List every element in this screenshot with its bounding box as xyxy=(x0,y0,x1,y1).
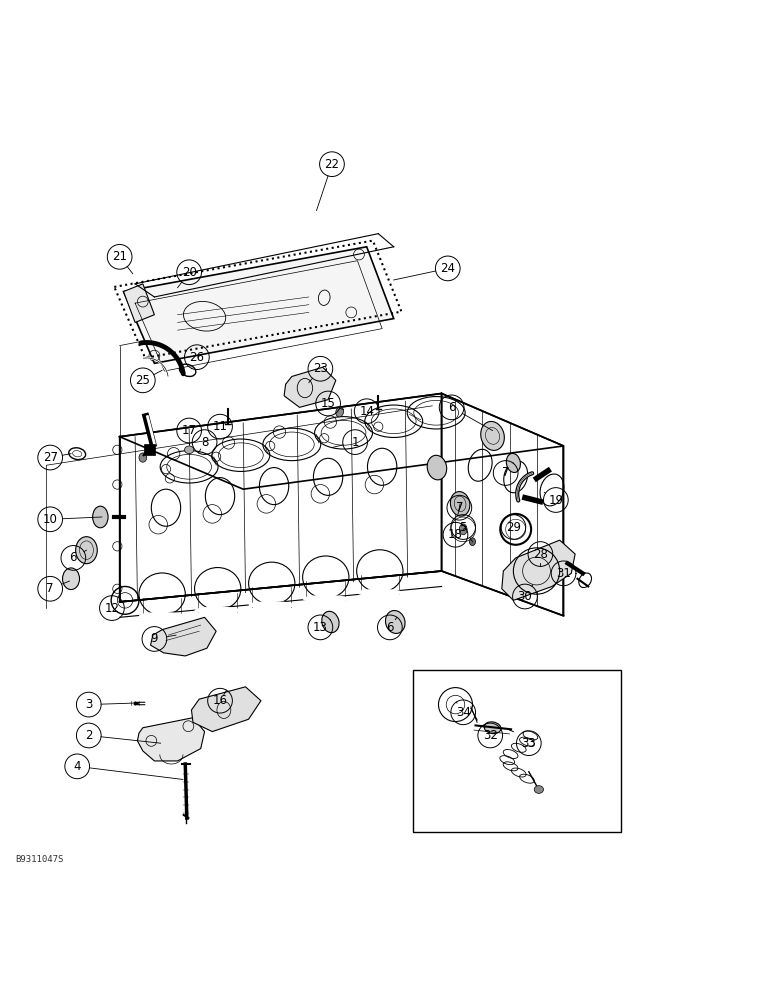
Bar xyxy=(144,444,155,455)
Text: 2: 2 xyxy=(85,729,93,742)
Ellipse shape xyxy=(450,492,470,516)
Text: 3: 3 xyxy=(85,698,93,711)
Text: 21: 21 xyxy=(112,250,127,263)
Text: 27: 27 xyxy=(42,451,58,464)
Ellipse shape xyxy=(195,607,241,614)
Text: 16: 16 xyxy=(212,694,228,707)
Text: 24: 24 xyxy=(440,262,455,275)
Text: 23: 23 xyxy=(313,362,328,375)
Polygon shape xyxy=(124,284,154,322)
Ellipse shape xyxy=(427,455,447,480)
Polygon shape xyxy=(137,718,205,761)
Text: 34: 34 xyxy=(455,706,471,719)
Text: 33: 33 xyxy=(521,737,537,750)
Text: 22: 22 xyxy=(324,158,340,171)
Ellipse shape xyxy=(303,595,349,603)
Text: 25: 25 xyxy=(135,374,151,387)
Polygon shape xyxy=(151,617,216,656)
Text: 14: 14 xyxy=(359,405,374,418)
Text: 20: 20 xyxy=(181,266,197,279)
Ellipse shape xyxy=(469,538,476,546)
Polygon shape xyxy=(124,247,394,363)
Text: 30: 30 xyxy=(517,590,533,603)
Text: 31: 31 xyxy=(556,567,571,580)
Text: 6: 6 xyxy=(69,551,77,564)
Text: 8: 8 xyxy=(201,436,208,449)
Text: 10: 10 xyxy=(42,513,58,526)
Polygon shape xyxy=(284,367,336,407)
Ellipse shape xyxy=(506,453,520,473)
Ellipse shape xyxy=(534,786,543,793)
Text: 1: 1 xyxy=(351,436,359,449)
Ellipse shape xyxy=(63,568,80,590)
Text: 13: 13 xyxy=(313,621,328,634)
Ellipse shape xyxy=(185,446,194,454)
Ellipse shape xyxy=(139,612,185,620)
Ellipse shape xyxy=(484,722,501,734)
Text: 4: 4 xyxy=(73,760,81,773)
Text: 17: 17 xyxy=(181,424,197,437)
Ellipse shape xyxy=(139,453,147,462)
Ellipse shape xyxy=(322,611,339,633)
Text: 9: 9 xyxy=(151,632,158,645)
Ellipse shape xyxy=(459,524,467,535)
Ellipse shape xyxy=(76,537,97,564)
Text: 15: 15 xyxy=(320,397,336,410)
Polygon shape xyxy=(502,540,575,600)
Text: 32: 32 xyxy=(482,729,498,742)
Text: 19: 19 xyxy=(548,493,564,506)
Text: 7: 7 xyxy=(46,582,54,595)
Text: 18: 18 xyxy=(448,528,463,541)
Text: 11: 11 xyxy=(212,420,228,433)
Text: 12: 12 xyxy=(104,602,120,615)
Polygon shape xyxy=(191,687,261,732)
Text: 6: 6 xyxy=(386,621,394,634)
Ellipse shape xyxy=(481,421,504,450)
Ellipse shape xyxy=(93,506,108,528)
Text: 7: 7 xyxy=(455,501,463,514)
Bar xyxy=(413,670,621,832)
Text: 28: 28 xyxy=(533,548,548,561)
Text: 6: 6 xyxy=(448,401,455,414)
Text: 5: 5 xyxy=(459,521,467,534)
Ellipse shape xyxy=(385,611,405,633)
Text: B9311047S: B9311047S xyxy=(15,855,64,864)
Text: 7: 7 xyxy=(502,466,510,479)
Ellipse shape xyxy=(357,589,403,596)
Ellipse shape xyxy=(336,407,344,417)
Text: 29: 29 xyxy=(506,521,521,534)
Text: 26: 26 xyxy=(189,351,205,364)
Ellipse shape xyxy=(249,601,295,609)
